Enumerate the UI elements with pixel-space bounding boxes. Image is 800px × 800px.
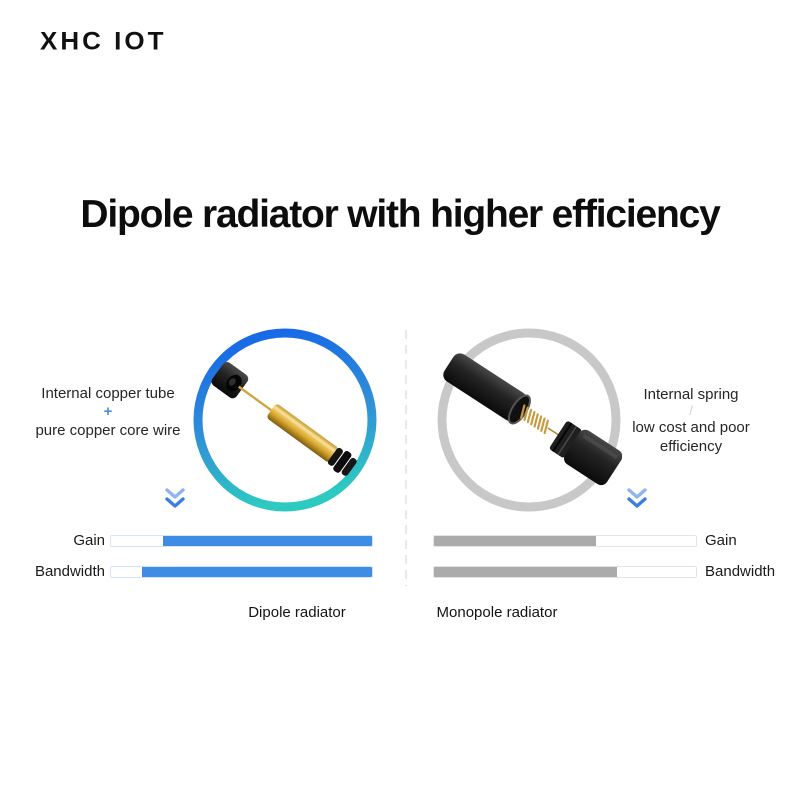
dipole-annotation: Internal copper tube + pure copper core …	[24, 384, 192, 440]
monopole-bandwidth-label: Bandwidth	[705, 563, 776, 580]
monopole-annotation: Internal spring / low cost and poor effi…	[613, 385, 769, 456]
dipole-annotation-line1: Internal copper tube	[41, 385, 175, 402]
monopole-gain-row: Gain	[433, 533, 793, 549]
monopole-annotation-line1: Internal spring	[643, 386, 739, 403]
monopole-bandwidth-track	[433, 566, 697, 578]
dipole-bandwidth-track	[110, 566, 373, 578]
end-ring	[333, 451, 352, 473]
dipole-photo-ring	[193, 328, 377, 512]
monopole-bandwidth-fill	[434, 567, 618, 577]
cable-tube	[443, 353, 527, 421]
monopole-photo-ring	[437, 328, 622, 512]
dipole-bandwidth-label: Bandwidth	[34, 563, 105, 580]
monopole-gain-track	[433, 535, 697, 547]
dipole-antenna-core-image	[211, 362, 357, 476]
dashed-divider	[405, 330, 407, 586]
tube-open-end	[508, 395, 530, 424]
monopole-annotation-line2: low cost and poor efficiency	[632, 419, 750, 455]
chevron-double-down-icon	[627, 488, 647, 508]
monopole-gain-fill	[434, 536, 597, 546]
dipole-gain-fill	[163, 536, 372, 546]
nut-ridge	[552, 422, 573, 453]
chevron-double-down-icon	[165, 488, 185, 508]
slash-icon: /	[689, 403, 693, 418]
page-title: Dipole radiator with higher efficiency	[80, 193, 720, 236]
dipole-bandwidth-fill	[142, 567, 372, 577]
connector-hole-rim	[228, 378, 236, 386]
end-ring	[341, 457, 357, 476]
dipole-bandwidth-row: Bandwidth	[20, 564, 373, 580]
end-ring	[327, 447, 343, 466]
dipole-gain-label: Gain	[73, 532, 105, 549]
dipole-annotation-line2: pure copper core wire	[35, 422, 181, 439]
monopole-gain-label: Gain	[705, 532, 737, 549]
connector-hole	[226, 374, 242, 392]
dipole-caption: Dipole radiator	[248, 604, 346, 621]
connector-highlight	[582, 433, 619, 460]
nut-ridge	[557, 425, 578, 456]
copper-tube-highlight	[272, 405, 338, 454]
spring-pin	[547, 427, 559, 436]
internal-spring	[520, 404, 549, 435]
dipole-gain-track	[110, 535, 373, 547]
monopole-bandwidth-row: Bandwidth	[433, 564, 793, 580]
copper-tube	[267, 404, 338, 462]
copper-core-wire	[238, 385, 274, 413]
connector-body	[564, 429, 622, 486]
monopole-antenna-core-image	[443, 353, 622, 486]
brand-logo: XHC IOT	[40, 26, 167, 56]
dipole-gain-row: Gain	[20, 533, 373, 549]
plus-icon: +	[103, 403, 113, 420]
monopole-caption: Monopole radiator	[436, 604, 558, 621]
